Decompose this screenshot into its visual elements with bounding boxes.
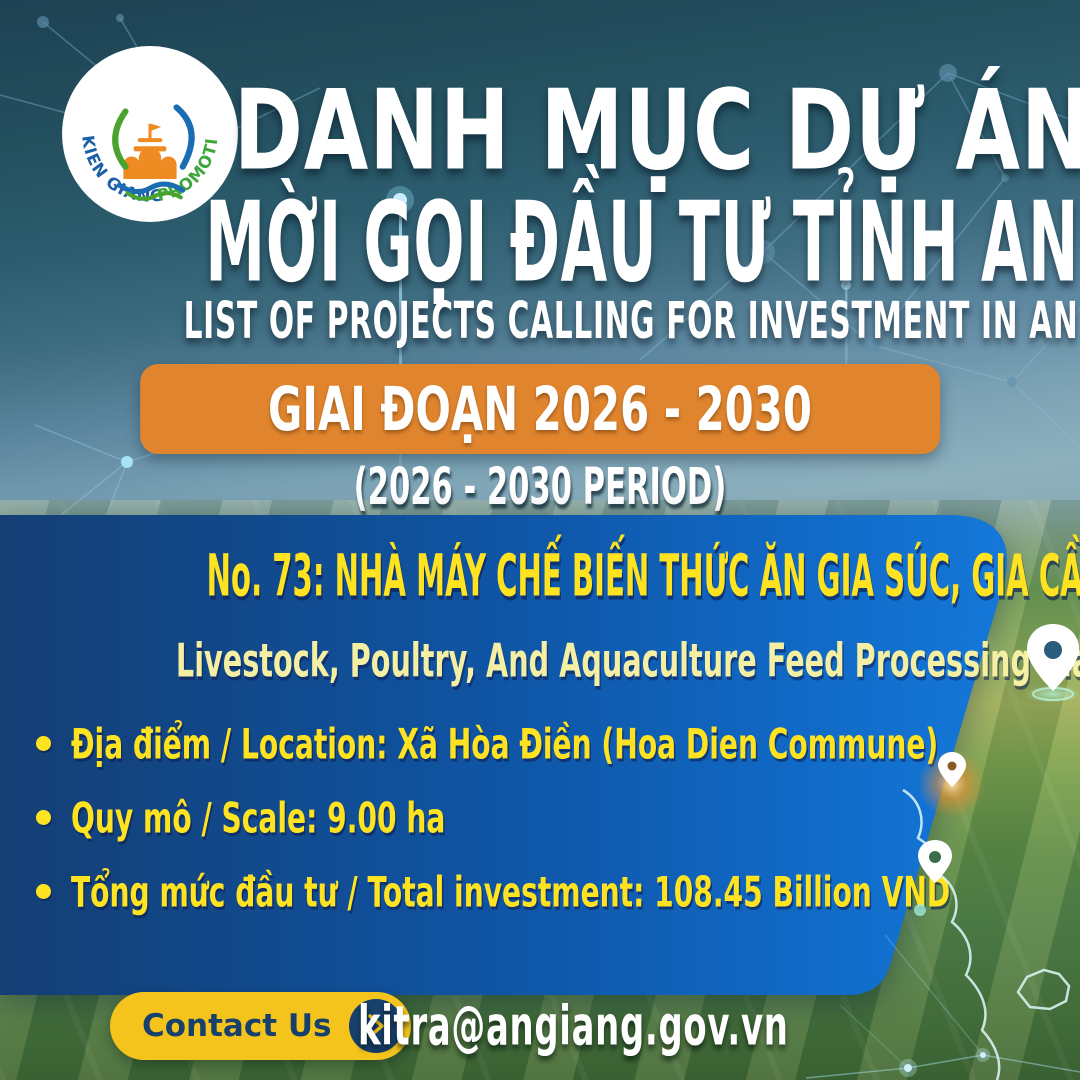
panel-shape	[0, 515, 1008, 995]
project-title-vi: No. 73: NHÀ MÁY CHẾ BIẾN THỨC ĂN GIA SÚC…	[206, 542, 1080, 611]
detail-scale: Quy mô / Scale: 9.00 ha	[71, 793, 446, 842]
chevron-right-icon	[368, 1014, 385, 1038]
project-panel: No. 73: NHÀ MÁY CHẾ BIẾN THỨC ĂN GIA SÚC…	[0, 515, 1080, 995]
subtitle-english: LIST OF PROJECTS CALLING FOR INVESTMENT …	[183, 290, 1080, 351]
period-english: (2026 - 2030 PERIOD)	[353, 456, 727, 517]
period-badge: GIAI ĐOẠN 2026 - 2030	[140, 364, 940, 454]
detail-location: Địa điểm / Location: Xã Hòa Điền (Hoa Di…	[71, 719, 939, 768]
bullet-icon	[36, 736, 51, 751]
contact-us-label: Contact Us	[142, 1008, 332, 1044]
bullet-icon	[36, 884, 51, 899]
contact-email[interactable]: kitra@angiang.gov.vn	[358, 994, 789, 1059]
project-title-en: Livestock, Poultry, And Aquaculture Feed…	[175, 634, 1080, 688]
contact-us-button[interactable]: Contact Us	[110, 992, 412, 1060]
list-item: Tổng mức đầu tư / Total investment: 108.…	[36, 867, 1080, 916]
list-item: Địa điểm / Location: Xã Hòa Điền (Hoa Di…	[36, 719, 1080, 768]
arrow-circle	[349, 999, 404, 1053]
project-details: Địa điểm / Location: Xã Hòa Điền (Hoa Di…	[36, 719, 1080, 943]
title-line1: DANH MỤC DỰ ÁN	[233, 66, 1080, 195]
period-badge-label: GIAI ĐOẠN 2026 - 2030	[268, 373, 812, 445]
title-line2: MỜI GỌI ĐẦU TƯ TỈNH AN GIANG	[205, 178, 1080, 307]
list-item: Quy mô / Scale: 9.00 ha	[36, 793, 1080, 842]
bullet-icon	[36, 810, 51, 825]
detail-investment: Tổng mức đầu tư / Total investment: 108.…	[71, 867, 951, 916]
